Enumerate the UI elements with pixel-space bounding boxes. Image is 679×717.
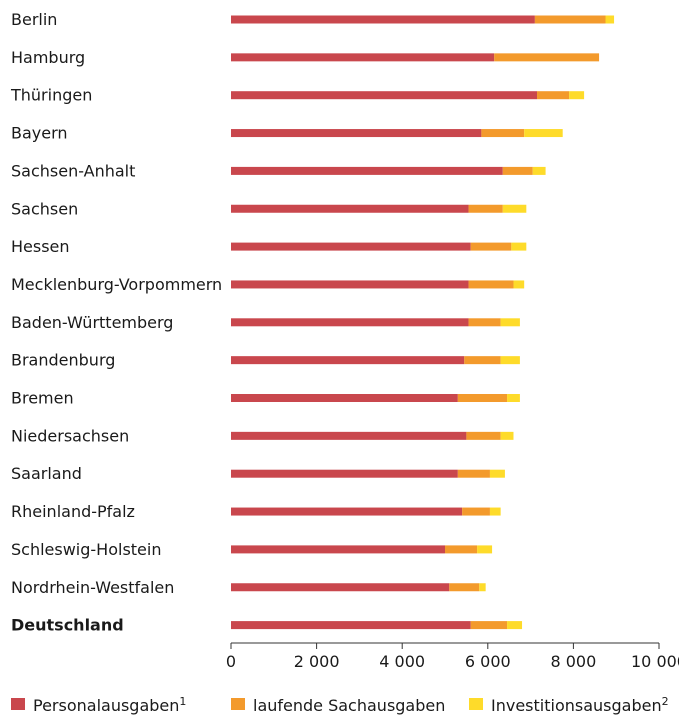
bar-bremen-investitionsausgaben — [507, 394, 520, 402]
legend-label-personalausgaben: Personalausgaben1 — [33, 695, 186, 715]
category-label-saarland: Saarland — [11, 464, 82, 483]
x-tick-label-4000: 4 000 — [379, 652, 425, 671]
bar-nordrhein-westfalen-laufende-sachausgaben — [449, 583, 480, 592]
category-label-mecklenburg-vorpommern: Mecklenburg-Vorpommern — [11, 275, 222, 294]
bar-niedersachsen-investitionsausgaben — [500, 431, 514, 440]
legend-footnote-personalausgaben: 1 — [179, 695, 186, 708]
bar-saarland-investitionsausgaben — [489, 469, 505, 478]
bar-berlin-laufende-sachausgaben — [534, 15, 606, 24]
bar-deutschland-laufende-sachausgaben — [470, 621, 508, 630]
category-label-bayern: Bayern — [11, 124, 68, 143]
bar-baden-wuerttemberg-laufende-sachausgaben — [468, 318, 501, 327]
bar-deutschland-personalausgaben — [231, 621, 471, 630]
legend-label-laufende-sachausgaben: laufende Sachausgaben — [253, 696, 445, 715]
x-tick-label-2000: 2 000 — [294, 652, 340, 671]
x-axis: 0 2 000 4 000 6 000 8 000 10 000 — [226, 642, 679, 671]
bar-saarland-laufende-sachausgaben — [457, 469, 490, 478]
bar-bayern-investitionsausgaben — [524, 129, 563, 138]
legend-name-investitionsausgaben: Investitionsausgaben — [491, 696, 662, 715]
bar-schleswig-holstein-investitionsausgaben — [477, 545, 493, 554]
legend-swatch-laufende-sachausgaben — [231, 698, 245, 710]
bar-niedersachsen-laufende-sachausgaben — [466, 431, 501, 440]
legend-swatch-investitionsausgaben — [469, 698, 483, 710]
category-label-niedersachsen: Niedersachsen — [11, 426, 129, 445]
legend-swatch-personalausgaben — [11, 698, 25, 710]
bar-thueringen-personalausgaben — [231, 91, 538, 100]
bar-baden-wuerttemberg-investitionsausgaben — [500, 318, 520, 327]
bar-baden-wuerttemberg-personalausgaben — [231, 318, 469, 327]
category-label-berlin: Berlin — [11, 10, 57, 29]
bar-sachsen-investitionsausgaben — [502, 204, 527, 213]
bar-deutschland-investitionsausgaben — [507, 621, 523, 630]
bar-rheinland-pfalz-laufende-sachausgaben — [462, 507, 490, 516]
bar-mecklenburg-vorpommern-laufende-sachausgaben — [468, 280, 514, 289]
bar-thueringen-laufende-sachausgaben — [537, 91, 570, 100]
category-label-sachsen: Sachsen — [11, 199, 78, 218]
legend-footnote-investitionsausgaben: 2 — [662, 695, 669, 708]
x-tick-label-8000: 8 000 — [550, 652, 596, 671]
bar-bayern-personalausgaben — [231, 129, 482, 138]
bar-brandenburg-investitionsausgaben — [500, 356, 520, 365]
bar-schleswig-holstein-personalausgaben — [231, 545, 445, 554]
category-label-baden-wuerttemberg: Baden-Württemberg — [11, 313, 173, 332]
bar-niedersachsen-personalausgaben — [231, 431, 467, 440]
x-tick-label-0: 0 — [226, 652, 236, 671]
bar-sachsen-personalausgaben — [231, 204, 469, 213]
bar-hessen-investitionsausgaben — [511, 242, 527, 251]
bar-hessen-laufende-sachausgaben — [470, 242, 512, 251]
legend: Personalausgaben1 laufende Sachausgaben In… — [11, 695, 669, 715]
bars-group — [231, 15, 615, 630]
bar-berlin-personalausgaben — [231, 15, 535, 24]
x-tick-label-10000: 10 000 — [631, 652, 679, 671]
bar-brandenburg-laufende-sachausgaben — [464, 356, 501, 365]
bar-brandenburg-personalausgaben — [231, 356, 465, 365]
bar-hessen-personalausgaben — [231, 242, 471, 251]
bar-mecklenburg-vorpommern-investitionsausgaben — [513, 280, 525, 289]
category-labels: Berlin Hamburg Thüringen Bayern Sachsen-Anha… — [10, 10, 222, 635]
bar-sachsen-laufende-sachausgaben — [468, 204, 503, 213]
category-label-schleswig-holstein: Schleswig-Holstein — [11, 540, 161, 559]
legend-name-laufende-sachausgaben: laufende Sachausgaben — [253, 696, 445, 715]
category-label-thueringen: Thüringen — [10, 86, 92, 105]
category-label-nordrhein-westfalen: Nordrhein-Westfalen — [11, 578, 174, 597]
bar-bremen-personalausgaben — [231, 394, 458, 402]
bar-saarland-personalausgaben — [231, 469, 458, 478]
x-tick-label-6000: 6 000 — [465, 652, 511, 671]
category-label-rheinland-pfalz: Rheinland-Pfalz — [11, 502, 135, 521]
category-label-bremen: Bremen — [11, 389, 74, 408]
bar-thueringen-investitionsausgaben — [569, 91, 585, 100]
bar-rheinland-pfalz-investitionsausgaben — [489, 507, 501, 516]
bar-mecklenburg-vorpommern-personalausgaben — [231, 280, 469, 289]
bar-bremen-laufende-sachausgaben — [457, 394, 508, 402]
bar-hamburg-laufende-sachausgaben — [494, 53, 600, 62]
bar-sachsen-anhalt-personalausgaben — [231, 166, 503, 175]
bar-nordrhein-westfalen-personalausgaben — [231, 583, 450, 592]
bar-sachsen-anhalt-investitionsausgaben — [532, 166, 546, 175]
bar-sachsen-anhalt-laufende-sachausgaben — [502, 166, 533, 175]
bar-nordrhein-westfalen-investitionsausgaben — [479, 583, 486, 592]
bar-berlin-investitionsausgaben — [605, 15, 615, 24]
category-label-hamburg: Hamburg — [11, 48, 85, 67]
category-label-brandenburg: Brandenburg — [11, 351, 115, 370]
legend-name-personalausgaben: Personalausgaben — [33, 696, 179, 715]
category-label-hessen: Hessen — [11, 237, 70, 256]
bar-hamburg-personalausgaben — [231, 53, 495, 62]
legend-label-investitionsausgaben: Investitionsausgaben2 — [491, 695, 669, 715]
bar-rheinland-pfalz-personalausgaben — [231, 507, 463, 516]
bar-bayern-laufende-sachausgaben — [481, 129, 525, 138]
category-label-sachsen-anhalt: Sachsen-Anhalt — [11, 161, 135, 180]
category-label-deutschland: Deutschland — [11, 616, 124, 635]
bar-schleswig-holstein-laufende-sachausgaben — [445, 545, 478, 554]
